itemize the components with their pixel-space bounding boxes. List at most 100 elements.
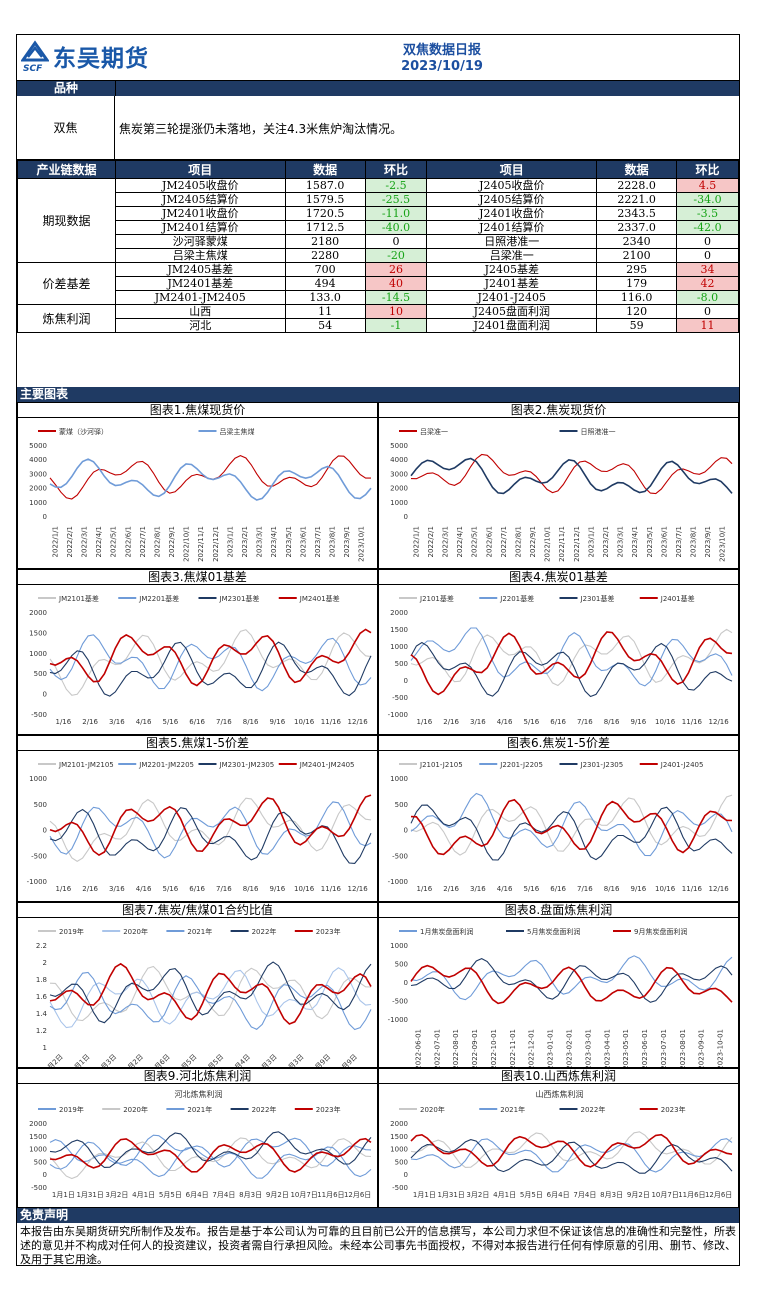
x-tick-label: 2023/4/1	[631, 526, 639, 557]
x-tick-label: 2022/7/1	[500, 526, 508, 557]
series-line	[49, 801, 372, 859]
x-tick-label: 10月7日	[290, 1191, 317, 1199]
x-tick-label: 11月6日	[678, 1191, 705, 1199]
legend-label: JM2401基差	[299, 594, 340, 603]
x-tick-label: 12/16	[348, 718, 369, 726]
change-cell: -25.5	[364, 192, 428, 207]
y-tick-label: 0	[404, 979, 408, 987]
x-tick-label: 4月1日	[132, 1191, 155, 1199]
x-tick-label: 7月4日	[573, 1191, 596, 1199]
y-tick-label: 2000	[390, 1120, 408, 1128]
series-line	[410, 964, 733, 1005]
y-tick-label: 0	[404, 827, 408, 835]
x-tick-label: 12月6日	[705, 1191, 732, 1199]
chart-plot: 山西炼焦利润 2020年 2021年 2022年 2023年 2000 1500 1000 50…	[390, 1089, 733, 1199]
chart-10: 图表10.山西炼焦利润 山西炼焦利润 2020年 2021年 2022年 2023年 200…	[378, 1068, 739, 1208]
company-abbr: SCF	[23, 64, 43, 74]
y-tick-label: 2000	[29, 609, 47, 617]
company-logo-icon	[21, 40, 49, 62]
value-cell: 2221.0	[596, 192, 678, 207]
y-tick-label: 1	[43, 1044, 47, 1052]
legend-label: 2021年	[187, 1105, 212, 1114]
value-cell: 59	[596, 318, 678, 333]
y-tick-label: 1000	[390, 499, 408, 507]
y-tick-label: -500	[392, 998, 408, 1006]
legend-label: JM2401-JM2405	[299, 761, 355, 769]
item-cell: J2401结算价	[426, 220, 598, 235]
x-tick-label: 3/16	[470, 885, 486, 893]
value-cell: 116.0	[596, 290, 678, 305]
y-tick-label: 0	[404, 513, 408, 521]
x-tick-label: 2023/1/1	[587, 526, 595, 557]
y-tick-label: 500	[395, 660, 408, 668]
series-line	[49, 454, 371, 500]
y-tick-label: 1000	[29, 499, 47, 507]
chart-1: 图表1.焦煤现货价 蒙煤（沙河驿） 吕梁主焦煤 5000 4000 3000 2000 100…	[17, 402, 378, 569]
chart-plot: 1月焦炭盘面利润 5月焦炭盘面利润 9月焦炭盘面利润 1000 500 0 -500 -100…	[388, 927, 733, 1068]
y-tick-label: 1000	[29, 775, 47, 783]
y-tick-label: 3000	[29, 470, 47, 478]
change-cell: -14.5	[364, 290, 428, 305]
x-tick-label: 11/16	[682, 718, 703, 726]
y-tick-label: 1000	[29, 1146, 47, 1154]
series-line	[49, 967, 372, 1029]
legend-label: J2301基差	[580, 594, 615, 603]
item-cell: 河北	[114, 318, 286, 333]
x-tick-label: 2023/6/1	[660, 526, 668, 557]
x-tick-label: 6/16	[189, 718, 205, 726]
y-tick-label: 2000	[390, 485, 408, 493]
chart-plot: 河北炼焦利润 2019年 2020年 2021年 2022年 2023年 2000 1500 1…	[29, 1089, 372, 1199]
report-header: SCF 东吴期货 双焦数据日报 2023/10/19	[17, 35, 739, 81]
x-tick-label: 10月3日	[281, 1053, 306, 1068]
change-cell: -20	[364, 248, 428, 263]
x-tick-label: 12/16	[709, 718, 730, 726]
value-cell: 295	[596, 262, 678, 277]
x-tick-label: 2023-06-01	[641, 1029, 649, 1068]
chart-4: 图表4.焦炭01基差 J2101基差 J2201基差 J2301基差 J2401基差 20…	[378, 569, 739, 735]
chart-2: 图表2.焦炭现货价 吕梁准一 日照港准一 5000 4000 3000 2000 1000 0 2…	[378, 402, 739, 569]
legend-label: J2101-J2105	[419, 761, 463, 769]
variety-header-fill	[115, 81, 739, 96]
item-cell: JM2401基差	[114, 276, 286, 291]
chart-8: 图表8.盘面炼焦利润 1月焦炭盘面利润 5月焦炭盘面利润 9月焦炭盘面利润 1000 50…	[378, 902, 739, 1068]
x-tick-label: 10/16	[294, 718, 315, 726]
column-header: 数据	[596, 160, 678, 179]
table-row: JM2401结算价 1712.5 -40.0 J2401结算价 2337.0 -42.0	[18, 220, 739, 235]
chart-title: 图表7.焦炭/焦煤01合约比值	[18, 903, 377, 918]
x-tick-label: 5/16	[163, 885, 179, 893]
series-line	[49, 1131, 372, 1168]
legend-label: J2301-J2305	[580, 761, 624, 769]
x-tick-label: 2022/5/1	[110, 526, 118, 557]
x-tick-label: 9/16	[270, 885, 286, 893]
x-tick-label: 4/16	[497, 885, 513, 893]
x-tick-label: 1/16	[56, 885, 72, 893]
value-cell: 2280	[284, 248, 366, 263]
chart-title: 图表9.河北炼焦利润	[18, 1069, 377, 1084]
y-tick-label: 1.4	[36, 1010, 48, 1018]
x-tick-label: 5月5日	[159, 1191, 182, 1199]
x-tick-label: 2/16	[82, 718, 98, 726]
value-cell: 1587.0	[284, 178, 366, 193]
x-tick-label: 2023-08-01	[679, 1029, 687, 1068]
chart-title: 图表6.焦炭1-5价差	[379, 736, 738, 751]
x-tick-label: 9/16	[631, 885, 647, 893]
change-cell: -8.0	[676, 290, 739, 305]
legend-label: JM2101-JM2105	[58, 761, 114, 769]
y-tick-label: 0	[404, 1171, 408, 1179]
series-line	[49, 634, 372, 692]
x-tick-label: 12月6日	[344, 1191, 371, 1199]
series-line	[49, 962, 372, 1025]
item-cell: J2401收盘价	[426, 206, 598, 221]
series-line	[410, 794, 733, 856]
value-cell: 54	[284, 318, 366, 333]
y-tick-label: 4000	[29, 456, 47, 464]
y-tick-label: 1000	[390, 942, 408, 950]
x-tick-label: 8/16	[243, 718, 259, 726]
legend-label: J2101基差	[419, 594, 454, 603]
x-tick-label: 2/16	[82, 885, 98, 893]
chart-plot: 吕梁准一 日照港准一 5000 4000 3000 2000 1000 0 2022/1/1 20…	[390, 427, 733, 562]
x-tick-label: 7月4日	[212, 1191, 235, 1199]
chart-plot: J2101-J2105 J2201-J2205 J2301-J2305 J2401-J…	[388, 761, 733, 893]
change-cell: 10	[364, 304, 428, 319]
x-tick-label: 2022-07-01	[433, 1029, 441, 1068]
